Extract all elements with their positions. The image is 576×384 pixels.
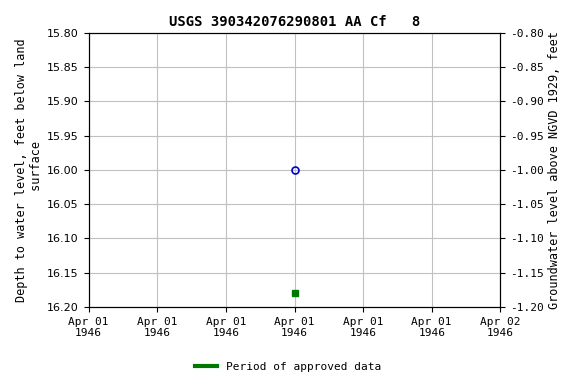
Y-axis label: Depth to water level, feet below land
 surface: Depth to water level, feet below land su… [15, 38, 43, 302]
Legend: Period of approved data: Period of approved data [191, 358, 385, 377]
Title: USGS 390342076290801 AA Cf   8: USGS 390342076290801 AA Cf 8 [169, 15, 420, 29]
Y-axis label: Groundwater level above NGVD 1929, feet: Groundwater level above NGVD 1929, feet [548, 31, 561, 309]
